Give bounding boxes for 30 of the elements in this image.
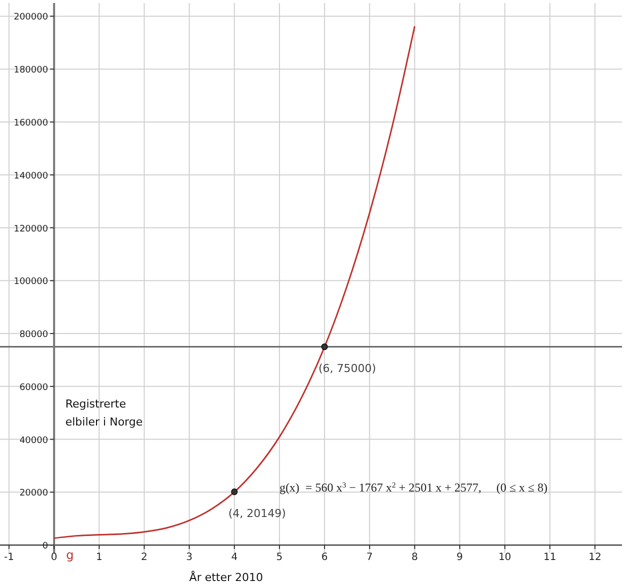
y-tick-label: 60000	[19, 382, 48, 393]
annotation: Registrerte elbiler i Norge	[65, 398, 143, 429]
y-tick-label: 40000	[19, 436, 48, 446]
x-tick-label: 3	[186, 552, 192, 564]
x-tick-label: 1	[96, 552, 102, 564]
x-tick-label: -1	[4, 552, 14, 564]
y-tick-label: 80000	[19, 330, 48, 340]
series-label: g	[66, 548, 74, 562]
x-tick-label: 2	[141, 552, 148, 564]
x-tick-label: 7	[366, 552, 373, 564]
x-tick-label: 9	[456, 552, 463, 564]
x-tick-label: 10	[498, 552, 512, 564]
x-axis-title: År etter 2010	[189, 570, 264, 584]
x-tick-label: 12	[588, 552, 602, 564]
annotation: (6, 75000)	[318, 362, 376, 375]
y-tick-label: 100000	[14, 277, 48, 288]
x-tick-label: 8	[411, 552, 418, 564]
y-tick-label: 180000	[14, 66, 48, 76]
x-tick-label: 5	[276, 552, 283, 564]
x-tick-label: 4	[231, 552, 238, 564]
y-tick-label: 140000	[14, 171, 48, 182]
y-tick-label: 120000	[14, 224, 48, 234]
x-tick-label: 11	[544, 552, 556, 564]
annotation: g(x) = 560 x$^{3}$ − 1767 x$^{2}$ + 2501 x + 2577, (0 ≤ x ≤ 8)	[279, 480, 548, 495]
y-tick-label: 200000	[14, 12, 48, 23]
y-tick-label: 20000	[19, 488, 48, 499]
x-tick-label: 0	[50, 552, 58, 564]
x-tick-label: 6	[321, 552, 328, 564]
annotation: (4, 20149)	[228, 506, 286, 520]
y-tick-label: 160000	[14, 118, 48, 128]
